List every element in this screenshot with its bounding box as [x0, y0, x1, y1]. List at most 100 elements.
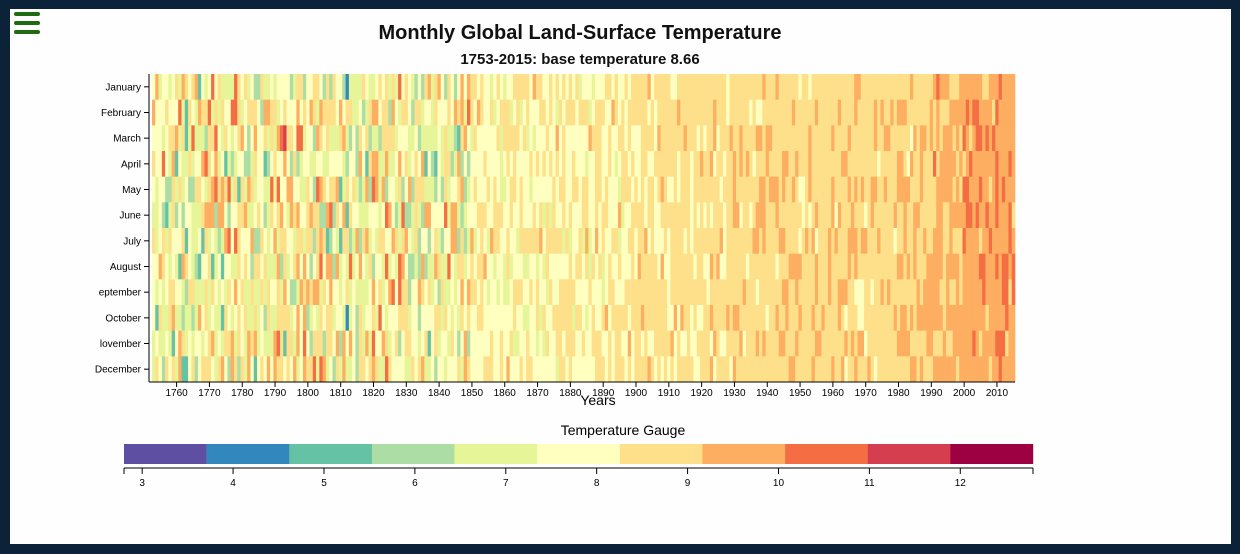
heatmap-cell[interactable] [332, 99, 337, 126]
heatmap-cell[interactable] [598, 74, 602, 100]
heatmap-cell[interactable] [568, 125, 573, 152]
heatmap-cell[interactable] [778, 151, 783, 177]
heatmap-cell[interactable] [201, 125, 205, 152]
heatmap-cell[interactable] [430, 125, 435, 152]
heatmap-cell[interactable] [745, 202, 750, 229]
heatmap-cell[interactable] [453, 228, 458, 254]
heatmap-cell[interactable] [417, 356, 422, 383]
heatmap-cell[interactable] [220, 151, 225, 177]
heatmap-cell[interactable] [873, 176, 878, 203]
heatmap-cell[interactable] [411, 228, 415, 254]
heatmap-cell[interactable] [978, 253, 983, 280]
heatmap-cell[interactable] [713, 74, 717, 100]
heatmap-cell[interactable] [969, 125, 973, 152]
heatmap-cell[interactable] [243, 74, 248, 100]
heatmap-cell[interactable] [437, 279, 442, 306]
heatmap-cell[interactable] [407, 125, 412, 152]
heatmap-cell[interactable] [601, 228, 606, 254]
heatmap-cell[interactable] [273, 125, 277, 152]
heatmap-cell[interactable] [709, 228, 714, 254]
heatmap-cell[interactable] [969, 330, 973, 357]
heatmap-cell[interactable] [335, 279, 340, 306]
heatmap-cell[interactable] [637, 125, 642, 152]
heatmap-cell[interactable] [985, 99, 990, 126]
heatmap-cell[interactable] [342, 99, 346, 126]
heatmap-cell[interactable] [660, 253, 665, 280]
heatmap-cell[interactable] [847, 330, 852, 357]
heatmap-cell[interactable] [211, 176, 215, 203]
heatmap-cell[interactable] [266, 151, 271, 177]
heatmap-cell[interactable] [253, 356, 258, 383]
heatmap-cell[interactable] [831, 151, 835, 177]
heatmap-cell[interactable] [716, 228, 720, 254]
heatmap-cell[interactable] [703, 253, 707, 280]
heatmap-cell[interactable] [325, 176, 330, 203]
heatmap-cell[interactable] [604, 228, 609, 254]
heatmap-cell[interactable] [417, 228, 422, 254]
heatmap-cell[interactable] [414, 74, 419, 100]
heatmap-cell[interactable] [509, 330, 514, 357]
heatmap-cell[interactable] [227, 151, 232, 177]
heatmap-cell[interactable] [319, 74, 323, 100]
heatmap-cell[interactable] [775, 151, 780, 177]
heatmap-cell[interactable] [270, 305, 274, 331]
heatmap-cell[interactable] [1011, 202, 1016, 229]
heatmap-cell[interactable] [230, 99, 235, 126]
heatmap-cell[interactable] [430, 176, 435, 203]
heatmap-cell[interactable] [837, 99, 842, 126]
heatmap-cell[interactable] [302, 151, 307, 177]
heatmap-cell[interactable] [263, 253, 268, 280]
heatmap-cell[interactable] [749, 74, 753, 100]
heatmap-cell[interactable] [388, 74, 392, 100]
heatmap-cell[interactable] [519, 356, 524, 383]
heatmap-cell[interactable] [253, 330, 258, 357]
heatmap-cell[interactable] [194, 99, 199, 126]
heatmap-cell[interactable] [949, 202, 953, 229]
heatmap-cell[interactable] [988, 228, 993, 254]
heatmap-cell[interactable] [880, 202, 885, 229]
heatmap-cell[interactable] [224, 253, 228, 280]
heatmap-cell[interactable] [273, 228, 277, 254]
heatmap-cell[interactable] [640, 228, 645, 254]
heatmap-cell[interactable] [867, 253, 871, 280]
heatmap-cell[interactable] [722, 99, 727, 126]
heatmap-cell[interactable] [486, 356, 491, 383]
heatmap-cell[interactable] [421, 151, 425, 177]
heatmap-cell[interactable] [762, 279, 766, 306]
heatmap-cell[interactable] [339, 202, 343, 229]
heatmap-cell[interactable] [352, 356, 356, 383]
heatmap-cell[interactable] [693, 202, 698, 229]
heatmap-cell[interactable] [555, 330, 560, 357]
heatmap-cell[interactable] [273, 151, 277, 177]
heatmap-cell[interactable] [450, 279, 455, 306]
heatmap-cell[interactable] [699, 356, 704, 383]
heatmap-cell[interactable] [404, 253, 409, 280]
heatmap-cell[interactable] [542, 356, 547, 383]
heatmap-cell[interactable] [992, 305, 996, 331]
heatmap-cell[interactable] [575, 279, 579, 306]
heatmap-cell[interactable] [854, 202, 858, 229]
heatmap-cell[interactable] [808, 74, 812, 100]
heatmap-cell[interactable] [949, 228, 953, 254]
heatmap-cell[interactable] [831, 279, 835, 306]
heatmap-cell[interactable] [332, 305, 337, 331]
heatmap-cell[interactable] [699, 253, 704, 280]
heatmap-cell[interactable] [601, 279, 606, 306]
heatmap-cell[interactable] [539, 176, 543, 203]
heatmap-cell[interactable] [896, 253, 901, 280]
heatmap-cell[interactable] [690, 151, 694, 177]
heatmap-cell[interactable] [765, 176, 770, 203]
heatmap-cell[interactable] [476, 330, 481, 357]
heatmap-cell[interactable] [936, 202, 940, 229]
heatmap-cell[interactable] [243, 330, 248, 357]
heatmap-cell[interactable] [434, 253, 438, 280]
heatmap-cell[interactable] [955, 74, 960, 100]
heatmap-cell[interactable] [224, 202, 228, 229]
heatmap-cell[interactable] [722, 253, 727, 280]
heatmap-cell[interactable] [348, 279, 353, 306]
heatmap-cell[interactable] [276, 330, 281, 357]
heatmap-cell[interactable] [640, 125, 645, 152]
heatmap-cell[interactable] [568, 305, 573, 331]
heatmap-cell[interactable] [617, 253, 622, 280]
heatmap-cell[interactable] [650, 356, 655, 383]
